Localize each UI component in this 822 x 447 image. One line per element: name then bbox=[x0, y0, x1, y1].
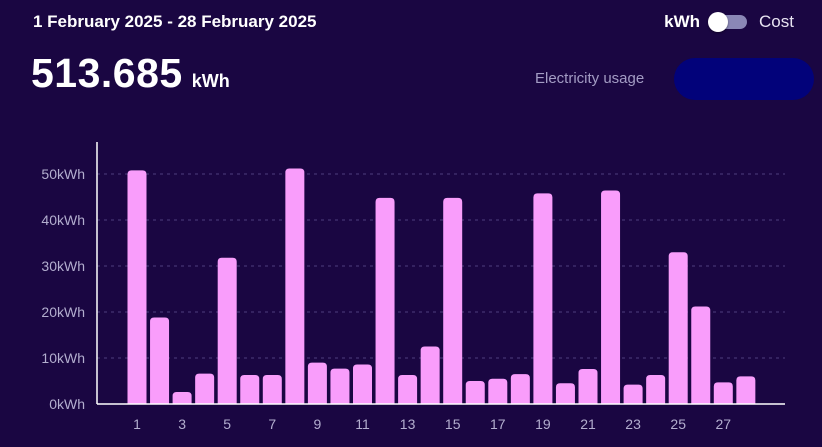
bar-day-11[interactable] bbox=[353, 364, 372, 404]
total-usage: 513.685 kWh bbox=[31, 50, 230, 97]
x-tick-label: 13 bbox=[400, 416, 416, 432]
bar-day-23[interactable] bbox=[623, 384, 643, 404]
x-tick-label: 23 bbox=[625, 416, 641, 432]
bar-day-2[interactable] bbox=[150, 317, 170, 404]
y-tick-label: 40kWh bbox=[41, 212, 85, 228]
x-tick-label: 25 bbox=[670, 416, 686, 432]
y-tick-label: 0kWh bbox=[49, 396, 85, 412]
bar-day-7[interactable] bbox=[262, 375, 282, 404]
x-tick-label: 1 bbox=[133, 416, 141, 432]
y-tick-label: 30kWh bbox=[41, 258, 85, 274]
x-tick-label: 19 bbox=[535, 416, 551, 432]
x-tick-label: 17 bbox=[490, 416, 506, 432]
total-usage-value: 513.685 bbox=[31, 50, 183, 96]
bar-day-24[interactable] bbox=[646, 375, 666, 404]
bar-day-18[interactable] bbox=[510, 374, 530, 404]
toggle-knob bbox=[708, 12, 729, 32]
bar-day-12[interactable] bbox=[375, 197, 395, 404]
usage-label: Electricity usage bbox=[535, 70, 645, 87]
toggle-label-cost[interactable]: Cost bbox=[759, 12, 794, 31]
toggle-label-kwh[interactable]: kWh bbox=[664, 12, 701, 31]
bar-day-6[interactable] bbox=[240, 375, 260, 404]
total-usage-unit: kWh bbox=[191, 71, 230, 91]
bar-day-28[interactable] bbox=[736, 376, 756, 404]
bar-day-9[interactable] bbox=[307, 362, 327, 404]
y-tick-label: 10kWh bbox=[41, 350, 85, 366]
y-tick-label: 20kWh bbox=[41, 304, 85, 320]
bar-day-22[interactable] bbox=[601, 190, 621, 404]
bar-day-13[interactable] bbox=[398, 375, 418, 404]
bar-day-20[interactable] bbox=[555, 383, 575, 404]
bar-day-26[interactable] bbox=[691, 306, 711, 404]
bar-day-8[interactable] bbox=[285, 168, 305, 404]
bar-day-1[interactable] bbox=[127, 170, 147, 404]
x-tick-label: 11 bbox=[355, 416, 370, 432]
unit-toggle-switch[interactable] bbox=[708, 12, 748, 32]
bar-day-3[interactable] bbox=[172, 392, 192, 404]
redaction-overlay bbox=[674, 58, 814, 100]
x-tick-label: 5 bbox=[223, 416, 231, 432]
date-range: 1 February 2025 - 28 February 2025 bbox=[33, 12, 317, 31]
x-tick-label: 15 bbox=[445, 416, 461, 432]
bar-day-21[interactable] bbox=[578, 369, 598, 404]
bar-day-16[interactable] bbox=[465, 381, 485, 404]
bar-day-15[interactable] bbox=[443, 197, 463, 404]
x-tick-label: 9 bbox=[314, 416, 322, 432]
bar-day-10[interactable] bbox=[330, 368, 350, 404]
x-tick-label: 7 bbox=[268, 416, 276, 432]
bar-day-4[interactable] bbox=[195, 373, 215, 404]
unit-toggle: kWh Cost bbox=[664, 12, 794, 32]
bar-day-17[interactable] bbox=[488, 378, 508, 404]
bar-day-25[interactable] bbox=[668, 252, 688, 404]
bar-day-27[interactable] bbox=[713, 382, 733, 404]
x-tick-label: 27 bbox=[716, 416, 732, 432]
x-tick-label: 21 bbox=[580, 416, 596, 432]
bar-day-14[interactable] bbox=[420, 346, 440, 405]
bar-day-5[interactable] bbox=[217, 257, 237, 404]
x-tick-label: 3 bbox=[178, 416, 186, 432]
y-tick-label: 50kWh bbox=[41, 166, 85, 182]
bar-day-19[interactable] bbox=[533, 193, 553, 404]
